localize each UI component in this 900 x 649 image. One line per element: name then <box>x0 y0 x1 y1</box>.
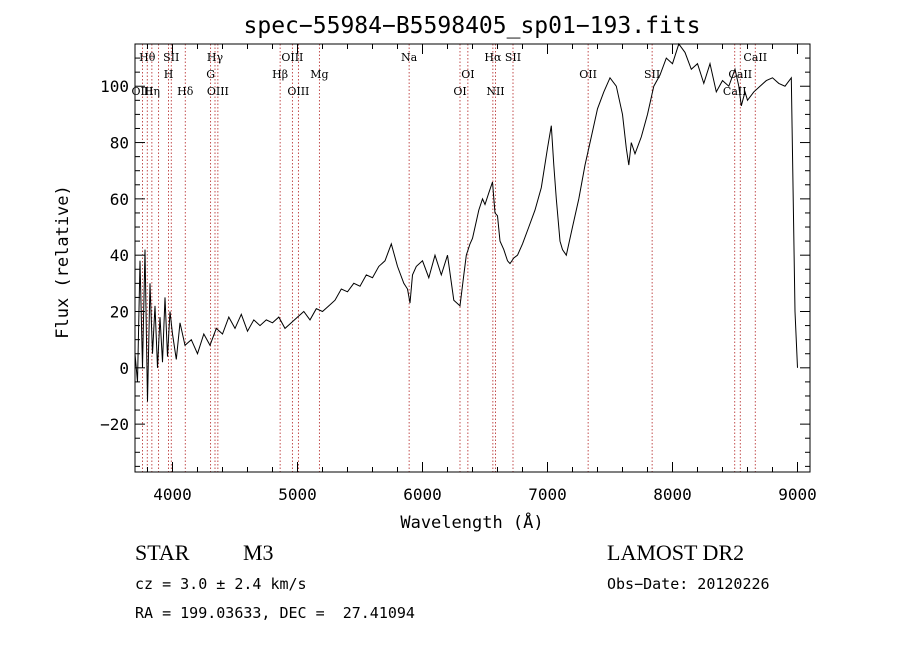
emission-line-label: Mg <box>310 68 328 81</box>
emission-line-label: OIII <box>131 85 153 98</box>
observation-date: Obs−Date: 20120226 <box>607 575 770 593</box>
emission-line-label: CaII <box>728 68 752 81</box>
emission-line-label: H <box>164 68 174 81</box>
emission-line-label: Na <box>401 51 418 64</box>
emission-line-label: CaII <box>723 85 747 98</box>
y-tick-label: 0 <box>119 359 129 378</box>
emission-line-label: OIII <box>207 85 229 98</box>
x-axis-ticks: 4000 5000 6000 7000 8000 9000 <box>147 44 817 504</box>
y-tick-label: 20 <box>110 303 129 322</box>
y-tick-label: −20 <box>100 415 129 434</box>
emission-line-label: OI <box>453 85 466 98</box>
chart-title: spec−55984−B5598405_sp01−193.fits <box>244 13 701 39</box>
emission-line-label: OIII <box>281 51 303 64</box>
object-type: STAR <box>135 540 190 565</box>
emission-line-label: G <box>206 68 215 81</box>
spectrum-line <box>134 42 798 402</box>
y-tick-label: 40 <box>110 246 129 265</box>
emission-line-label: SII <box>505 51 521 64</box>
emission-line-label: Hη <box>144 85 160 98</box>
radial-velocity: cz = 3.0 ± 2.4 km/s <box>135 575 307 593</box>
x-tick-label: 8000 <box>653 485 692 504</box>
emission-line-label: Hδ <box>177 85 194 98</box>
emission-line-label: OII <box>579 68 597 81</box>
spectral-subclass: M3 <box>243 540 274 565</box>
x-tick-label: 9000 <box>778 485 817 504</box>
emission-line-label: Hβ <box>272 68 288 81</box>
emission-line-label: OIII <box>287 85 309 98</box>
y-axis-label: Flux (relative) <box>53 185 73 339</box>
emission-line-label: CaII <box>743 51 767 64</box>
emission-line-label: Hα <box>484 51 502 64</box>
plot-frame <box>134 43 811 473</box>
x-tick-label: 5000 <box>278 485 317 504</box>
emission-line-label: SII <box>163 51 179 64</box>
emission-line-label: OI <box>461 68 474 81</box>
coordinates: RA = 199.03633, DEC = 27.41094 <box>135 604 415 622</box>
y-tick-label: 60 <box>110 190 129 209</box>
x-tick-label: 7000 <box>528 485 567 504</box>
survey-name: LAMOST DR2 <box>607 540 745 565</box>
emission-line-label: Hθ <box>139 51 156 64</box>
y-tick-label: 100 <box>100 77 129 96</box>
y-axis-ticks: −20 0 20 40 60 80 100 <box>100 43 810 467</box>
emission-line-label: NII <box>486 85 504 98</box>
emission-line-label: Hγ <box>207 51 224 64</box>
emission-line-markers <box>142 44 756 472</box>
y-tick-label: 80 <box>110 134 129 153</box>
emission-line-label: SII <box>644 68 660 81</box>
x-tick-label: 4000 <box>153 485 192 504</box>
x-axis-label: Wavelength (Å) <box>400 511 543 533</box>
x-tick-label: 6000 <box>403 485 442 504</box>
